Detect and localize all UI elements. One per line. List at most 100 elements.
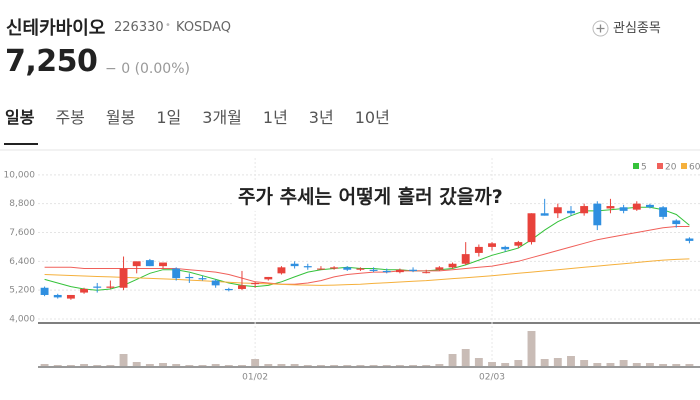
volume-bar bbox=[264, 364, 273, 366]
candle-body bbox=[290, 263, 299, 267]
period-tab[interactable]: 10년 bbox=[354, 108, 390, 127]
candle-body bbox=[395, 269, 404, 273]
volume-bar bbox=[93, 365, 102, 366]
candle-body bbox=[277, 267, 286, 274]
volume-bar bbox=[356, 365, 365, 366]
candle-body bbox=[66, 294, 75, 299]
volume-bar bbox=[488, 362, 496, 366]
candle-body bbox=[119, 268, 128, 288]
volume-bar bbox=[474, 358, 483, 366]
legend-label: 60 bbox=[689, 163, 700, 173]
active-tab-underline bbox=[4, 143, 38, 145]
candle-body bbox=[382, 270, 391, 273]
volume-bar bbox=[395, 365, 404, 366]
candle-body bbox=[224, 288, 233, 291]
candle-body bbox=[593, 203, 602, 226]
candle-body bbox=[264, 276, 273, 280]
period-tab[interactable]: 3년 bbox=[308, 108, 334, 127]
watch-label[interactable]: 관심종목 bbox=[613, 21, 661, 36]
candle-body bbox=[685, 238, 694, 241]
volume-bar bbox=[540, 359, 549, 366]
volume-bar bbox=[40, 364, 49, 366]
candle-body bbox=[198, 278, 207, 280]
volume-bar bbox=[316, 365, 325, 366]
volume-bar bbox=[606, 363, 615, 366]
volume-bar bbox=[303, 365, 312, 366]
change-sign: − bbox=[105, 61, 117, 77]
volume-bar bbox=[501, 363, 510, 366]
legend-label: 5 bbox=[641, 163, 647, 173]
volume-bar bbox=[119, 354, 128, 366]
volume-bar bbox=[685, 364, 694, 366]
volume-bar bbox=[224, 365, 233, 366]
period-tabs: 일봉 주봉 월봉 1일 3개월 1년 3년 10년 bbox=[5, 104, 390, 128]
volume-bar bbox=[343, 365, 352, 366]
period-tab[interactable]: 일봉 bbox=[5, 108, 35, 127]
plus-icon bbox=[592, 20, 609, 37]
candle-body bbox=[238, 285, 246, 289]
legend-swatch bbox=[681, 163, 687, 169]
y-tick-label: 7,600 bbox=[9, 228, 35, 238]
watch-button[interactable]: 관심종목 bbox=[592, 17, 661, 37]
volume-bar bbox=[527, 331, 536, 366]
change-pct: (0.00%) bbox=[134, 61, 190, 77]
candle-body bbox=[514, 242, 523, 246]
candle-body bbox=[580, 206, 589, 214]
volume-bar bbox=[645, 363, 654, 366]
volume-bar bbox=[132, 362, 141, 366]
candle-body bbox=[448, 263, 457, 268]
period-tab[interactable]: 주봉 bbox=[55, 108, 85, 127]
volume-bar bbox=[80, 364, 89, 366]
candle-body bbox=[106, 286, 115, 288]
candle-body bbox=[132, 261, 141, 267]
candle-body bbox=[53, 294, 62, 298]
x-tick-label: 01/02 bbox=[242, 373, 268, 383]
volume-bar bbox=[66, 365, 75, 366]
y-tick-label: 8,800 bbox=[9, 199, 35, 209]
candle-body bbox=[619, 207, 628, 211]
candle-body bbox=[632, 203, 641, 210]
volume-bar bbox=[567, 356, 575, 366]
period-tab[interactable]: 1일 bbox=[156, 108, 182, 127]
period-tab[interactable]: 월봉 bbox=[105, 108, 136, 127]
candle-body bbox=[501, 246, 510, 250]
stock-name: 신테카바이오 bbox=[6, 18, 106, 39]
caption: 주가 추세는 어떻게 흘러 갔을까? bbox=[232, 180, 509, 211]
volume-bar bbox=[619, 360, 628, 366]
volume-bar bbox=[382, 365, 391, 366]
candle-body bbox=[145, 260, 154, 267]
volume-bar bbox=[277, 364, 286, 366]
candle-body bbox=[211, 280, 220, 286]
volume-bar bbox=[659, 364, 668, 366]
moving-average-line bbox=[44, 226, 690, 285]
candle-body bbox=[672, 220, 681, 225]
legend-swatch bbox=[657, 163, 663, 169]
candle-body bbox=[567, 210, 575, 214]
volume-bar bbox=[185, 365, 194, 366]
volume-bar bbox=[580, 360, 589, 366]
legend-label: 20 bbox=[665, 163, 677, 173]
volume-bar bbox=[198, 365, 207, 366]
y-tick-label: 4,000 bbox=[9, 315, 35, 325]
x-tick-label: 02/03 bbox=[479, 373, 505, 383]
volume-bar bbox=[593, 363, 602, 366]
candle-body bbox=[172, 268, 181, 279]
y-tick-label: 5,200 bbox=[9, 286, 35, 296]
candle-body bbox=[435, 267, 444, 270]
candle-body bbox=[251, 282, 260, 285]
volume-bar bbox=[211, 364, 220, 366]
candle-body bbox=[303, 266, 312, 268]
volume-bar bbox=[514, 360, 523, 366]
volume-bar bbox=[145, 364, 154, 366]
volume-bar bbox=[53, 365, 62, 366]
candle-body bbox=[343, 267, 352, 270]
candle-body bbox=[356, 268, 365, 270]
candle-body bbox=[40, 287, 49, 295]
candle-body bbox=[330, 267, 339, 269]
candle-body bbox=[461, 254, 470, 264]
volume-bar bbox=[553, 358, 562, 366]
volume-bar bbox=[672, 364, 681, 366]
period-tab[interactable]: 3개월 bbox=[202, 108, 242, 127]
period-tab[interactable]: 1년 bbox=[262, 108, 288, 127]
